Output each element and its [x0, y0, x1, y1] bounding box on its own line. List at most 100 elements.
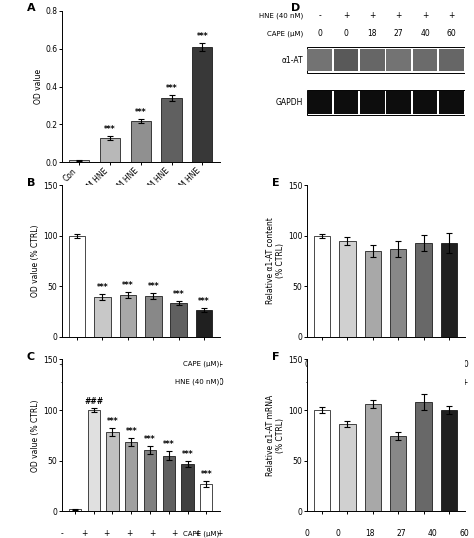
- Text: 0: 0: [344, 29, 348, 38]
- Bar: [390, 436, 407, 511]
- Bar: [439, 91, 464, 114]
- Bar: [439, 48, 464, 72]
- Bar: [163, 456, 175, 511]
- Text: A: A: [27, 3, 36, 13]
- Bar: [69, 160, 89, 162]
- Text: CAPE (μM): CAPE (μM): [267, 30, 303, 37]
- Bar: [69, 509, 81, 511]
- Text: CAPE (μM): CAPE (μM): [183, 530, 219, 537]
- Bar: [314, 236, 330, 337]
- Text: 60: 60: [447, 29, 456, 38]
- Bar: [413, 48, 438, 72]
- Bar: [196, 310, 212, 337]
- Text: ***: ***: [135, 108, 146, 117]
- Bar: [360, 91, 385, 114]
- Text: 0: 0: [317, 29, 322, 38]
- Text: +: +: [395, 11, 402, 20]
- Text: -: -: [60, 529, 63, 538]
- Bar: [365, 404, 381, 511]
- Bar: [365, 251, 381, 337]
- Text: 40: 40: [215, 378, 225, 387]
- Text: 27: 27: [397, 529, 406, 538]
- Bar: [144, 450, 156, 511]
- Text: F: F: [272, 352, 279, 362]
- Text: 60: 60: [460, 529, 469, 538]
- Bar: [386, 48, 411, 72]
- Text: +: +: [430, 378, 436, 387]
- Bar: [307, 90, 465, 115]
- Bar: [200, 484, 212, 511]
- Text: ***: ***: [182, 450, 193, 458]
- Bar: [307, 48, 332, 72]
- Text: +: +: [194, 529, 200, 538]
- Text: 40: 40: [428, 529, 438, 538]
- Text: ***: ***: [144, 435, 156, 444]
- Y-axis label: OD value (% CTRL): OD value (% CTRL): [31, 399, 40, 471]
- Bar: [130, 121, 151, 162]
- Bar: [413, 91, 438, 114]
- Text: +: +: [81, 529, 87, 538]
- Bar: [334, 91, 358, 114]
- Text: 4: 4: [122, 378, 127, 387]
- Text: 8: 8: [154, 378, 159, 387]
- Text: -: -: [305, 378, 308, 387]
- Bar: [386, 91, 411, 114]
- Bar: [415, 402, 432, 511]
- Bar: [307, 91, 332, 114]
- Text: +: +: [335, 378, 341, 387]
- Bar: [339, 240, 356, 337]
- Text: +: +: [217, 529, 223, 538]
- Text: 0: 0: [304, 359, 309, 369]
- Bar: [119, 295, 136, 337]
- Text: +: +: [104, 529, 110, 538]
- Text: ***: ***: [107, 417, 118, 426]
- Text: ***: ***: [197, 32, 208, 41]
- Text: +: +: [217, 359, 223, 369]
- Text: +: +: [185, 359, 191, 369]
- Text: +: +: [58, 359, 65, 369]
- Text: 27: 27: [394, 29, 403, 38]
- Text: +: +: [153, 359, 160, 369]
- Bar: [88, 410, 100, 511]
- Text: 2: 2: [91, 378, 96, 387]
- Text: 20: 20: [183, 378, 193, 387]
- Bar: [334, 48, 358, 72]
- Text: 40: 40: [420, 29, 430, 38]
- Text: 40: 40: [428, 359, 438, 369]
- Text: ###: ###: [84, 397, 103, 406]
- Bar: [390, 249, 407, 337]
- Text: 0: 0: [336, 359, 340, 369]
- Text: ***: ***: [201, 470, 212, 479]
- Text: HNE (40 nM): HNE (40 nM): [175, 379, 219, 385]
- Text: ***: ***: [147, 282, 159, 291]
- Text: +: +: [171, 529, 178, 538]
- Text: +: +: [149, 529, 155, 538]
- Bar: [360, 48, 385, 72]
- Bar: [182, 464, 194, 511]
- Text: ***: ***: [173, 291, 184, 299]
- Text: 18: 18: [365, 359, 374, 369]
- Bar: [162, 98, 182, 162]
- Text: +: +: [461, 378, 468, 387]
- Text: ***: ***: [198, 298, 210, 307]
- Text: +: +: [422, 11, 428, 20]
- Bar: [171, 303, 187, 337]
- Bar: [94, 298, 111, 337]
- Bar: [145, 296, 162, 337]
- Bar: [307, 47, 465, 73]
- Text: -: -: [319, 11, 321, 20]
- Text: -: -: [60, 378, 63, 387]
- Bar: [415, 243, 432, 337]
- Y-axis label: OD value (% CTRL): OD value (% CTRL): [31, 225, 40, 297]
- Text: +: +: [90, 359, 96, 369]
- Bar: [100, 138, 120, 162]
- Y-axis label: OD value: OD value: [34, 69, 43, 104]
- Text: HNE (40 nM): HNE (40 nM): [259, 12, 303, 18]
- Text: ***: ***: [166, 84, 177, 93]
- Bar: [192, 47, 212, 162]
- Text: α1-AT: α1-AT: [282, 55, 303, 65]
- Text: +: +: [122, 359, 128, 369]
- Text: D: D: [291, 3, 300, 13]
- Bar: [441, 243, 457, 337]
- Y-axis label: Relative α1-AT mRNA
(% CTRL): Relative α1-AT mRNA (% CTRL): [265, 395, 285, 476]
